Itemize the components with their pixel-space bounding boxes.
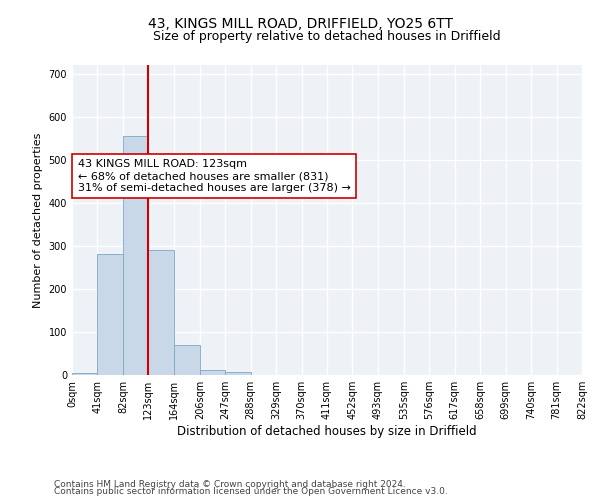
Title: Size of property relative to detached houses in Driffield: Size of property relative to detached ho…: [153, 30, 501, 43]
Bar: [174, 345, 200, 375]
Text: 43, KINGS MILL ROAD, DRIFFIELD, YO25 6TT: 43, KINGS MILL ROAD, DRIFFIELD, YO25 6TT: [148, 18, 452, 32]
Bar: [97, 254, 123, 375]
Bar: [72, 373, 97, 375]
Text: Contains HM Land Registry data © Crown copyright and database right 2024.: Contains HM Land Registry data © Crown c…: [54, 480, 406, 489]
Text: 43 KINGS MILL ROAD: 123sqm
← 68% of detached houses are smaller (831)
31% of sem: 43 KINGS MILL ROAD: 123sqm ← 68% of deta…: [77, 160, 350, 192]
Bar: [123, 136, 148, 375]
Bar: [200, 370, 225, 375]
Text: Contains public sector information licensed under the Open Government Licence v3: Contains public sector information licen…: [54, 488, 448, 496]
X-axis label: Distribution of detached houses by size in Driffield: Distribution of detached houses by size …: [177, 425, 477, 438]
Y-axis label: Number of detached properties: Number of detached properties: [33, 132, 43, 308]
Bar: [225, 372, 251, 375]
Bar: [148, 250, 174, 375]
